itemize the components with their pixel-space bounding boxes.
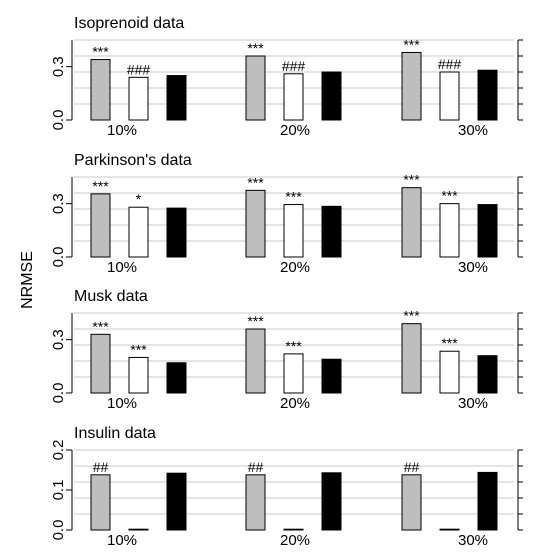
bar bbox=[283, 353, 304, 394]
significance-label: * bbox=[136, 191, 142, 207]
bar bbox=[166, 75, 187, 121]
bar bbox=[477, 471, 498, 531]
group-label: 30% bbox=[458, 532, 488, 549]
group-label: 30% bbox=[458, 122, 488, 139]
bar bbox=[321, 472, 342, 531]
bar bbox=[166, 472, 187, 531]
significance-label: *** bbox=[403, 172, 420, 188]
bar bbox=[245, 474, 266, 531]
y-tick-label: 0.3 bbox=[50, 193, 67, 214]
bar bbox=[166, 207, 187, 258]
significance-label: *** bbox=[247, 313, 264, 329]
group-label: 30% bbox=[458, 395, 488, 412]
bar bbox=[439, 203, 460, 258]
significance-label: *** bbox=[92, 318, 109, 334]
bar bbox=[401, 474, 422, 531]
panel-title: Isoprenoid data bbox=[74, 15, 184, 32]
bar bbox=[128, 528, 149, 531]
group-label: 20% bbox=[280, 532, 310, 549]
bar bbox=[439, 350, 460, 394]
bar bbox=[477, 355, 498, 394]
bar bbox=[128, 356, 149, 394]
bar bbox=[321, 358, 342, 394]
bar bbox=[321, 205, 342, 258]
bar bbox=[401, 51, 422, 121]
bar bbox=[439, 71, 460, 121]
group-label: 20% bbox=[280, 259, 310, 276]
significance-label: ### bbox=[127, 61, 151, 77]
significance-label: *** bbox=[247, 40, 264, 56]
significance-label: ## bbox=[248, 459, 264, 475]
significance-label: ## bbox=[404, 459, 420, 475]
significance-label: *** bbox=[403, 308, 420, 324]
group-label: 10% bbox=[107, 532, 137, 549]
significance-label: *** bbox=[247, 174, 264, 190]
bar bbox=[477, 69, 498, 121]
y-tick-label: 0.0 bbox=[50, 383, 67, 404]
bar bbox=[321, 71, 342, 121]
significance-label: *** bbox=[130, 341, 147, 357]
panel-title: Insulin data bbox=[74, 425, 156, 442]
group-label: 10% bbox=[107, 122, 137, 139]
significance-label: *** bbox=[403, 36, 420, 52]
bar bbox=[90, 474, 111, 531]
bar bbox=[90, 59, 111, 121]
group-label: 20% bbox=[280, 122, 310, 139]
y-tick-label: 0.3 bbox=[50, 329, 67, 350]
group-label: 10% bbox=[107, 395, 137, 412]
significance-label: *** bbox=[441, 188, 458, 204]
bar bbox=[90, 333, 111, 394]
bar bbox=[166, 362, 187, 394]
bar bbox=[128, 76, 149, 121]
significance-label: *** bbox=[92, 178, 109, 194]
significance-label: ### bbox=[438, 56, 462, 72]
significance-label: *** bbox=[441, 335, 458, 351]
bar bbox=[283, 528, 304, 531]
significance-label: *** bbox=[285, 189, 302, 205]
bar bbox=[90, 193, 111, 258]
bar bbox=[401, 323, 422, 394]
significance-label: *** bbox=[92, 44, 109, 60]
bar bbox=[283, 73, 304, 121]
y-tick-label: 0.1 bbox=[50, 480, 67, 501]
bar bbox=[401, 187, 422, 258]
group-label: 20% bbox=[280, 395, 310, 412]
y-tick-label: 0.0 bbox=[50, 247, 67, 268]
bar bbox=[245, 55, 266, 121]
y-tick-label: 0.3 bbox=[50, 56, 67, 77]
bar bbox=[439, 528, 460, 531]
group-label: 10% bbox=[107, 259, 137, 276]
bar bbox=[245, 328, 266, 394]
bar bbox=[128, 206, 149, 258]
y-tick-label: 0.2 bbox=[50, 440, 67, 461]
y-axis-label: NRMSE bbox=[19, 251, 36, 309]
significance-label: ## bbox=[93, 459, 109, 475]
bar bbox=[477, 204, 498, 258]
bar bbox=[283, 204, 304, 258]
group-label: 30% bbox=[458, 259, 488, 276]
bar bbox=[245, 189, 266, 258]
significance-label: *** bbox=[285, 338, 302, 354]
y-tick-label: 0.0 bbox=[50, 110, 67, 131]
panel-title: Musk data bbox=[74, 288, 148, 305]
y-tick-label: 0.0 bbox=[50, 520, 67, 541]
significance-label: ### bbox=[282, 58, 306, 74]
panel-title: Parkinson's data bbox=[74, 152, 192, 169]
